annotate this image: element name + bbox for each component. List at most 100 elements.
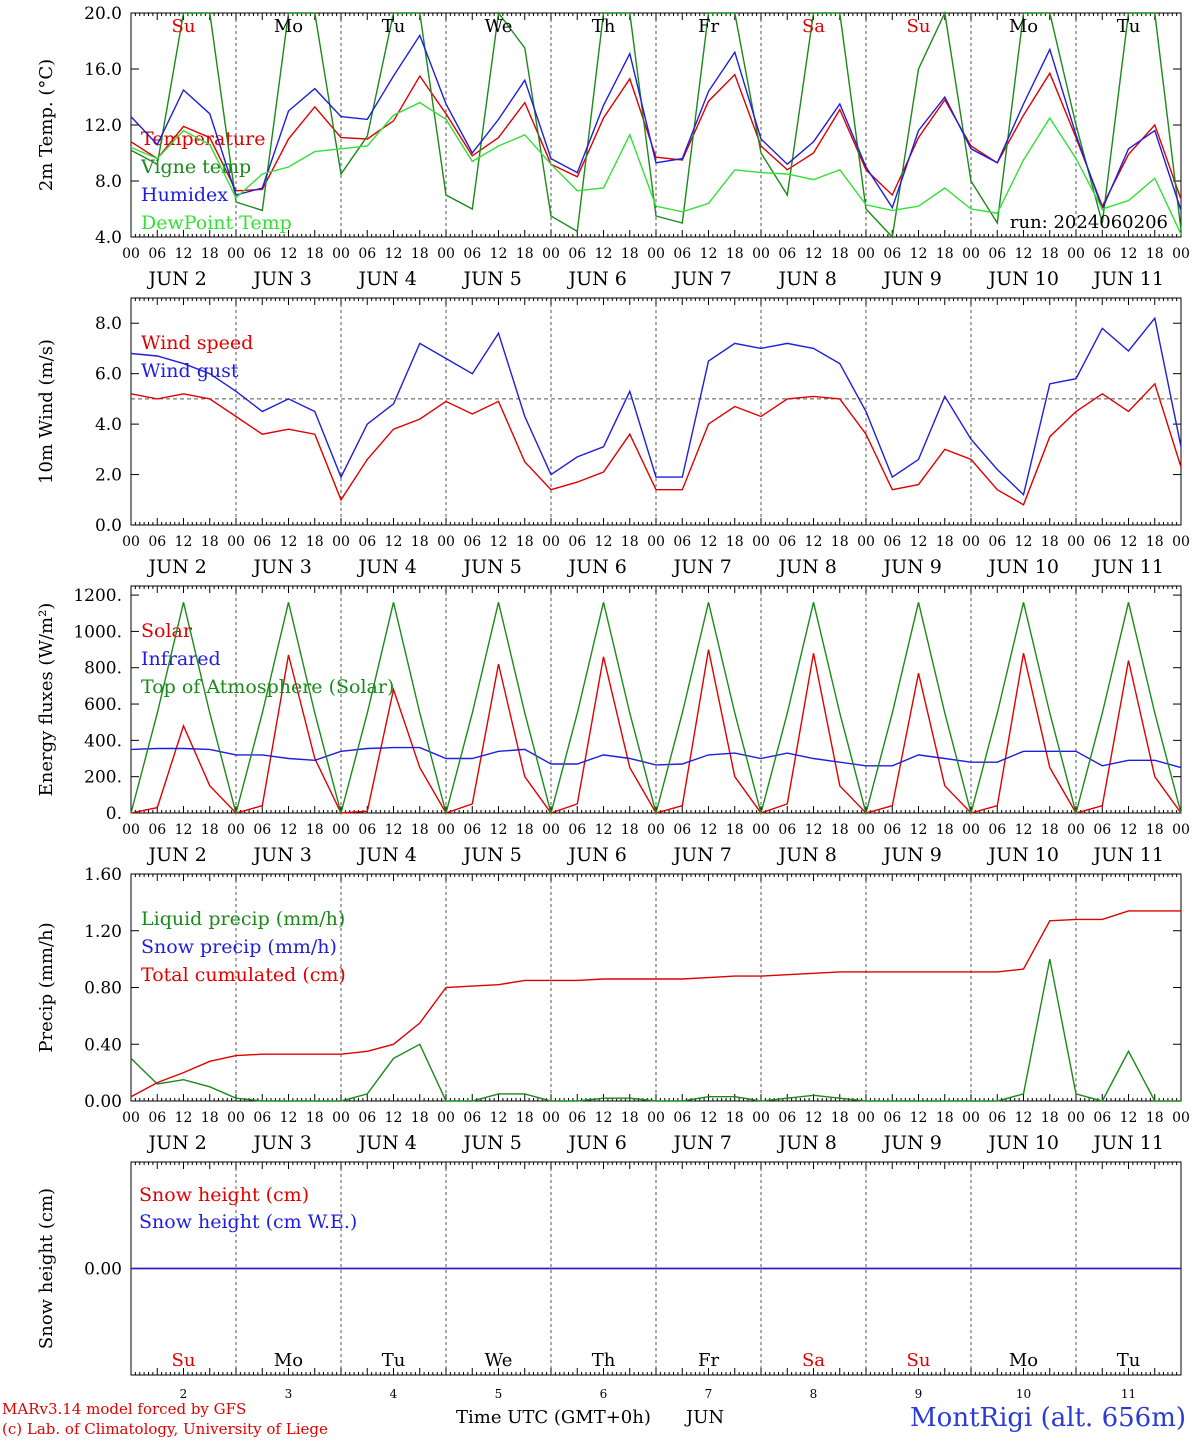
hour-tick-label: 06 [148,1110,166,1126]
day-label: JUN 11 [1092,1132,1164,1154]
hour-tick-label: 12 [910,246,928,262]
hour-tick-label: 18 [1041,246,1059,262]
hour-tick-label: 00 [332,1110,350,1126]
y-tick-label: 800. [84,659,122,679]
hour-tick-label: 18 [516,246,534,262]
hour-tick-label: 06 [1093,822,1111,838]
hour-tick-label: 18 [411,822,429,838]
weekday-label: Su [172,16,196,37]
hour-tick-label: 18 [1041,1110,1059,1126]
hour-tick-label: 06 [883,534,901,550]
day-label: JUN 8 [777,268,837,290]
day-number: 9 [915,1387,923,1401]
day-label: JUN 4 [357,556,417,578]
hour-tick-label: 06 [568,534,586,550]
hour-tick-label: 00 [542,822,560,838]
hour-tick-label: 18 [1146,246,1164,262]
weekday-label: Mo [274,1350,303,1371]
hour-tick-label: 00 [647,1110,665,1126]
hour-tick-label: 00 [122,534,140,550]
day-number: 7 [705,1387,713,1401]
hour-tick-label: 00 [542,1110,560,1126]
hour-tick-label: 12 [490,822,508,838]
hour-tick-label: 12 [385,246,403,262]
legend-entry: Snow precip (mm/h) [141,936,337,958]
hour-tick-label: 06 [568,246,586,262]
hour-tick-label: 12 [1120,822,1138,838]
hour-tick-label: 18 [1041,534,1059,550]
day-label: JUN 2 [147,556,207,578]
legend-entry: Humidex [141,184,228,206]
hour-tick-label: 18 [201,1110,219,1126]
legend-entry: Top of Atmosphere (Solar) [141,676,394,698]
day-label: JUN 6 [567,844,627,866]
hour-tick-label: 12 [280,822,298,838]
y-tick-label: 1200. [73,586,122,606]
y-tick-label: 0.00 [84,1260,122,1280]
hour-tick-label: 18 [1146,822,1164,838]
day-label: JUN 2 [147,1132,207,1154]
hour-tick-label: 12 [805,246,823,262]
day-label: JUN 2 [147,844,207,866]
hour-tick-label: 12 [175,1110,193,1126]
day-label: JUN 8 [777,1132,837,1154]
day-label: JUN 7 [672,268,732,290]
hour-tick-label: 06 [778,534,796,550]
weekday-label: Su [907,1350,931,1371]
hour-tick-label: 06 [463,822,481,838]
hour-tick-label: 12 [1015,246,1033,262]
hour-tick-label: 00 [752,534,770,550]
hour-tick-label: 00 [227,246,245,262]
day-label: JUN 10 [987,268,1059,290]
hour-tick-label: 06 [253,534,271,550]
hour-tick-label: 06 [673,822,691,838]
hour-tick-label: 12 [805,534,823,550]
hour-tick-label: 12 [910,822,928,838]
legend-entry: Solar [141,620,193,642]
hour-tick-label: 06 [568,822,586,838]
hour-tick-label: 00 [1172,1110,1190,1126]
hour-tick-label: 18 [201,534,219,550]
y-tick-label: 6.0 [95,365,122,385]
hour-tick-label: 12 [1120,246,1138,262]
hour-tick-label: 00 [437,822,455,838]
hour-tick-label: 06 [883,246,901,262]
hour-tick-label: 18 [516,822,534,838]
day-label: JUN 6 [567,1132,627,1154]
weekday-label: Mo [1009,16,1038,37]
legend-entry: Temperature [141,128,265,150]
day-number: 4 [390,1387,398,1401]
weekday-label: Su [907,16,931,37]
hour-tick-label: 06 [673,1110,691,1126]
day-label: JUN 7 [672,556,732,578]
hour-tick-label: 00 [332,246,350,262]
hour-tick-label: 06 [463,1110,481,1126]
hour-tick-label: 12 [1120,534,1138,550]
series-line [130,910,1181,1098]
hour-tick-label: 12 [700,822,718,838]
weekday-label: We [485,16,513,37]
weekday-label: Su [172,1350,196,1371]
credit-line-1: MARv3.14 model forced by GFS [2,1400,247,1418]
hour-tick-label: 12 [490,246,508,262]
y-tick-label: 0.00 [84,1092,122,1112]
hour-tick-label: 18 [306,1110,324,1126]
hour-tick-label: 00 [122,1110,140,1126]
hour-tick-label: 12 [385,1110,403,1126]
hour-tick-label: 00 [332,534,350,550]
hour-tick-label: 06 [253,822,271,838]
day-label: JUN 11 [1092,556,1164,578]
day-label: JUN 5 [462,844,522,866]
hour-tick-label: 06 [148,246,166,262]
hour-tick-label: 18 [1146,1110,1164,1126]
legend-entry: Wind speed [141,332,253,354]
hour-tick-label: 06 [253,246,271,262]
legend-entry: Total cumulated (cm) [141,964,346,986]
y-tick-label: 8.0 [95,314,122,334]
y-axis-label: Energy fluxes (W/m²) [36,603,57,797]
hour-tick-label: 00 [542,246,560,262]
hour-tick-label: 00 [962,1110,980,1126]
hour-tick-label: 12 [385,822,403,838]
hour-tick-label: 06 [358,534,376,550]
